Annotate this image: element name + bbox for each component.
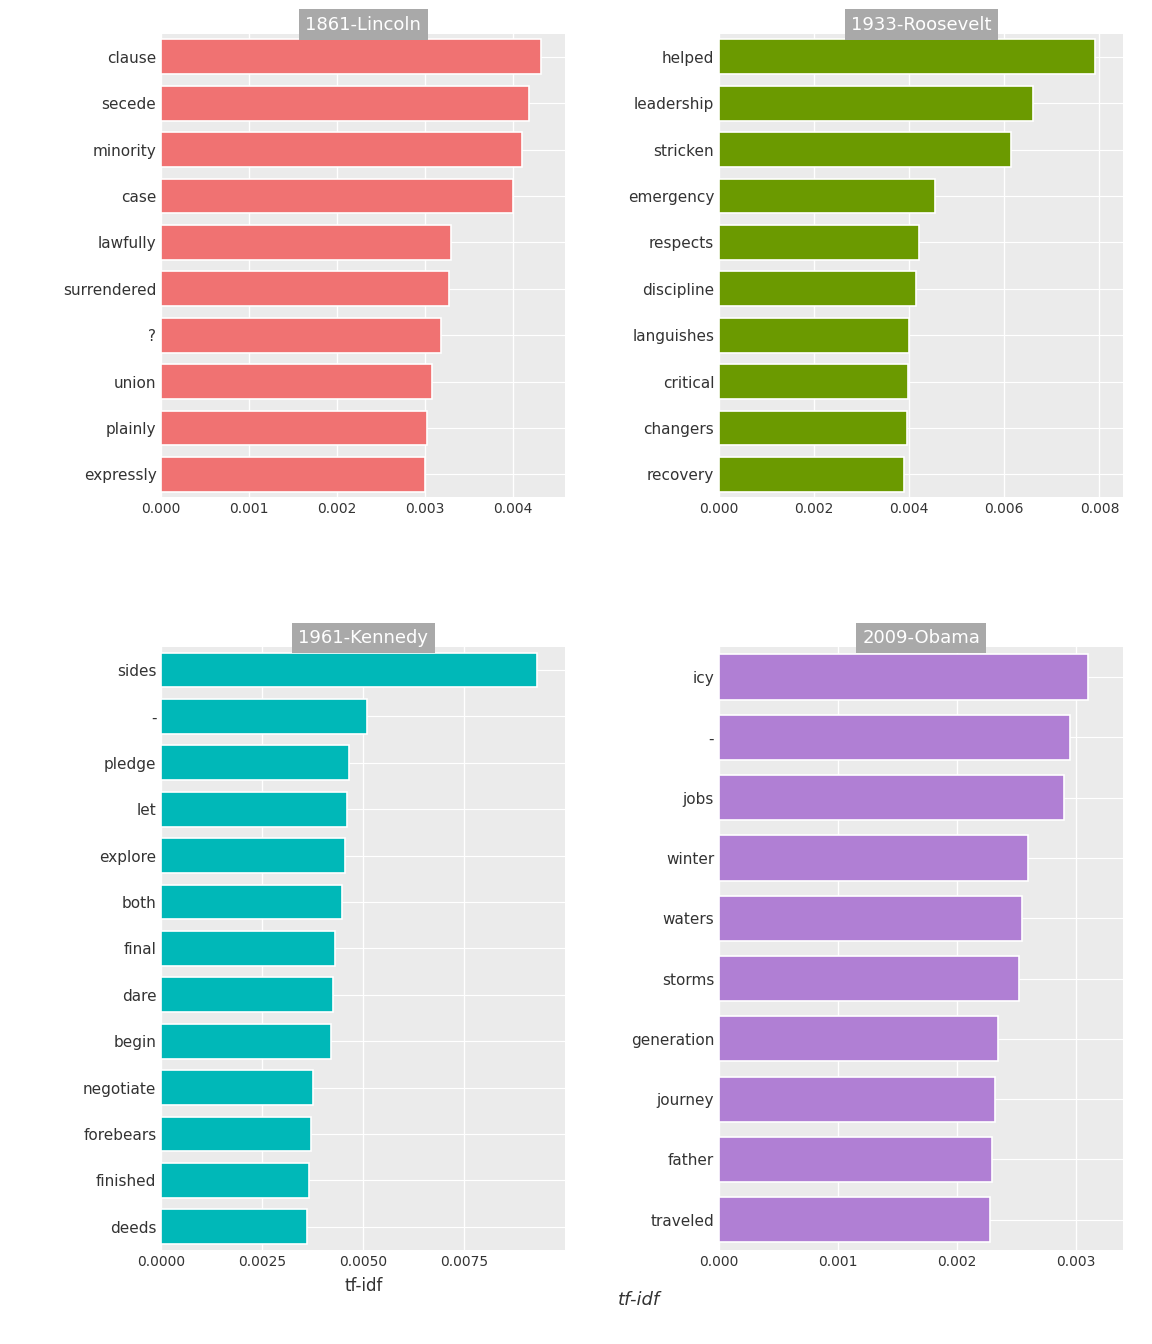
Bar <box>719 775 1063 820</box>
Bar <box>161 410 426 445</box>
Bar <box>719 410 907 445</box>
Bar <box>719 1077 995 1122</box>
Bar <box>719 317 909 352</box>
Bar <box>719 132 1011 167</box>
Bar <box>161 39 540 74</box>
Title: 2009-Obama: 2009-Obama <box>862 629 980 646</box>
Bar <box>719 457 904 492</box>
X-axis label: tf-idf: tf-idf <box>344 1277 382 1296</box>
Title: 1933-Roosevelt: 1933-Roosevelt <box>851 16 992 34</box>
Bar <box>719 1137 992 1183</box>
Title: 1961-Kennedy: 1961-Kennedy <box>298 629 429 646</box>
Bar <box>161 132 522 167</box>
Bar <box>719 956 1018 1001</box>
Bar <box>719 1016 999 1062</box>
Bar <box>161 699 367 734</box>
Bar <box>719 1198 990 1242</box>
Bar <box>161 839 346 874</box>
Bar <box>719 271 916 306</box>
Bar <box>161 1024 331 1059</box>
Bar <box>719 86 1033 121</box>
Bar <box>161 86 529 121</box>
Bar <box>161 1117 311 1152</box>
Bar <box>161 746 349 781</box>
Bar <box>719 179 935 214</box>
Bar <box>719 39 1094 74</box>
Bar <box>161 364 432 399</box>
Bar <box>161 179 513 214</box>
Bar <box>719 655 1087 700</box>
Bar <box>161 317 441 352</box>
Bar <box>161 1070 313 1105</box>
Bar <box>161 457 425 492</box>
Bar <box>161 1210 306 1245</box>
Bar <box>719 836 1028 880</box>
Bar <box>719 224 919 259</box>
Bar <box>719 715 1070 759</box>
Bar <box>161 1163 309 1198</box>
Bar <box>719 895 1022 941</box>
Title: 1861-Lincoln: 1861-Lincoln <box>305 16 422 34</box>
Bar <box>161 653 537 687</box>
Bar <box>161 792 347 827</box>
Bar <box>719 364 908 399</box>
Bar <box>161 977 333 1012</box>
Bar <box>161 931 335 966</box>
Text: tf-idf: tf-idf <box>619 1290 660 1309</box>
Bar <box>161 224 452 259</box>
Bar <box>161 271 449 306</box>
Bar <box>161 884 342 919</box>
